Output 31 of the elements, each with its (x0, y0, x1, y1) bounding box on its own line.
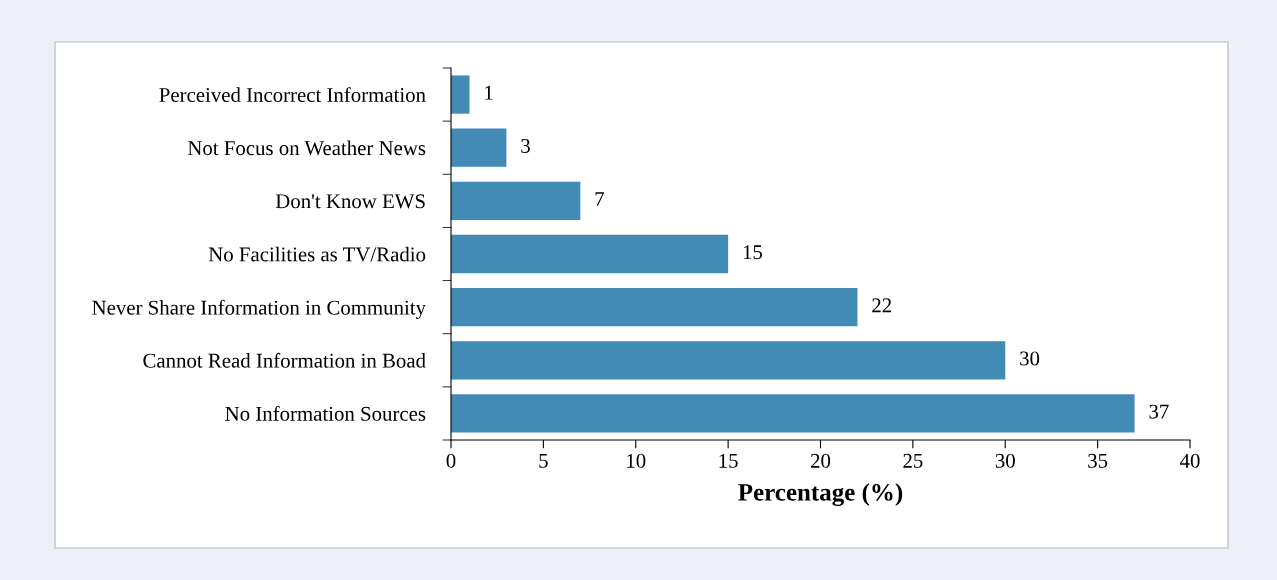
y-tick-label: No Information Sources (225, 405, 426, 421)
data-label: 15 (743, 245, 763, 260)
bar (451, 75, 470, 114)
y-tick-label: Cannot Read Information in Boad (143, 352, 426, 368)
x-tick-label: 30 (995, 453, 1015, 468)
data-label: 37 (1149, 404, 1169, 419)
x-axis-title: Percentage (%) (738, 483, 903, 507)
y-tick-label: Perceived Incorrect Information (159, 87, 426, 102)
bar (451, 128, 507, 167)
x-tick-label: 20 (811, 453, 831, 468)
y-tick-label: Not Focus on Weather News (187, 140, 426, 156)
y-tick-label: Don't Know EWS (275, 194, 425, 209)
data-label: 7 (595, 192, 605, 206)
bar (451, 234, 729, 274)
x-tick-label: 15 (719, 453, 738, 468)
bar (451, 394, 1135, 433)
y-tick-label: No Facilities as TV/Radio (208, 246, 426, 262)
bar (451, 181, 581, 220)
data-label: 1 (485, 85, 493, 100)
x-tick-label: 5 (539, 454, 548, 468)
data-label: 3 (521, 138, 530, 153)
x-tick-label: 25 (903, 453, 923, 468)
y-tick-label: Never Share Information in Community (92, 299, 426, 319)
data-label: 30 (1020, 351, 1040, 366)
bar (451, 341, 1006, 380)
bar (451, 288, 858, 327)
x-tick-label: 40 (1179, 453, 1200, 468)
x-tick-label: 0 (446, 453, 456, 468)
x-tick-label: 10 (627, 453, 646, 468)
x-tick-label: 35 (1088, 453, 1108, 468)
data-label: 22 (872, 298, 892, 313)
